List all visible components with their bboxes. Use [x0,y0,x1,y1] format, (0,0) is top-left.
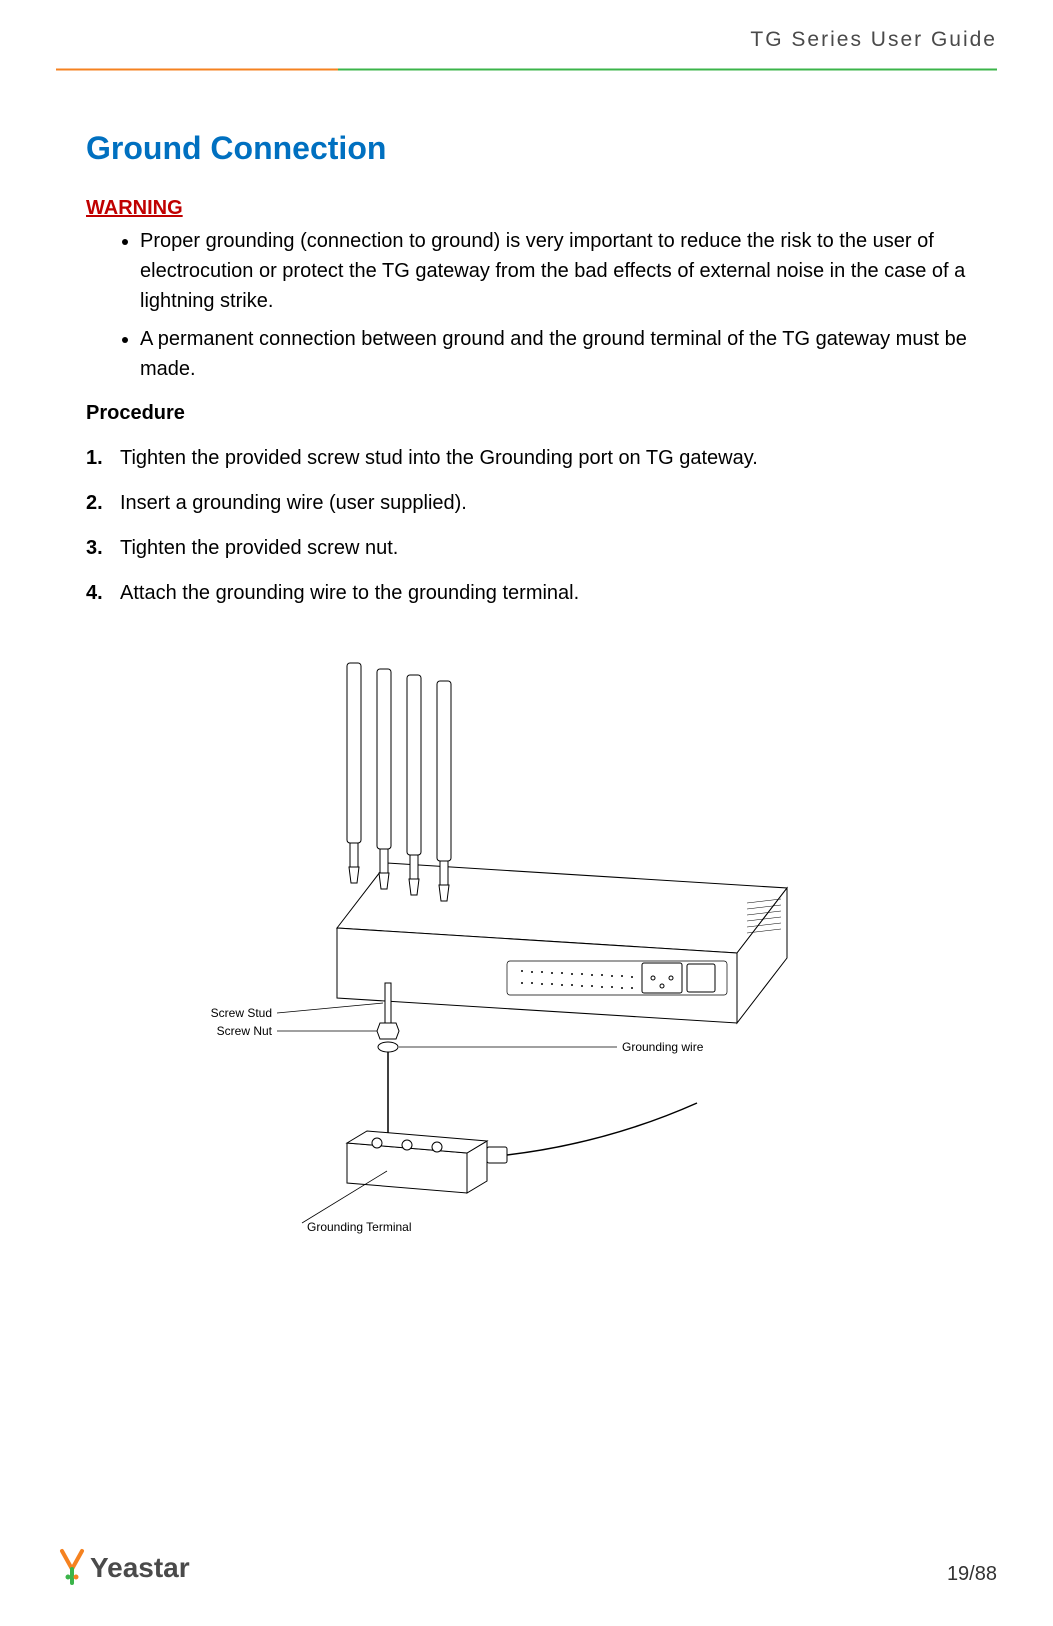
logo-text: Yeastar [90,1552,190,1583]
page-footer: Yeastar 19/88 [56,1536,997,1596]
procedure-step: Tighten the provided screw nut. [86,533,967,564]
warning-label: WARNING [86,197,183,220]
header-rule [56,58,997,76]
callout-screw-stud: Screw Stud [210,1006,271,1020]
callout-grounding-terminal: Grounding Terminal [307,1220,412,1234]
footer-logo: Yeastar [56,1543,236,1596]
page-number: 19/88 [947,1563,997,1586]
warning-list: Proper grounding (connection to ground) … [86,226,967,384]
main-content: Ground Connection WARNING Proper groundi… [86,130,967,1268]
yeastar-logo-icon: Yeastar [56,1543,236,1591]
gateway-diagram: Screw Stud Screw Nut Grounding wire Grou… [177,623,877,1263]
procedure-step: Insert a grounding wire (user supplied). [86,488,967,519]
warning-item: Proper grounding (connection to ground) … [140,226,967,316]
header-title: TG Series User Guide [750,28,997,52]
warning-item: A permanent connection between ground an… [140,324,967,384]
procedure-list: Tighten the provided screw stud into the… [86,443,967,609]
section-title: Ground Connection [86,130,967,167]
header-rule-svg [56,68,997,71]
page-header: TG Series User Guide [56,28,997,58]
callout-screw-nut: Screw Nut [216,1024,272,1038]
figure: Screw Stud Screw Nut Grounding wire Grou… [86,623,967,1268]
procedure-step: Tighten the provided screw stud into the… [86,443,967,474]
procedure-label: Procedure [86,402,967,425]
callout-grounding-wire: Grounding wire [622,1040,704,1054]
document-page: TG Series User Guide Ground Connection W… [0,0,1053,1626]
procedure-step: Attach the grounding wire to the groundi… [86,578,967,609]
